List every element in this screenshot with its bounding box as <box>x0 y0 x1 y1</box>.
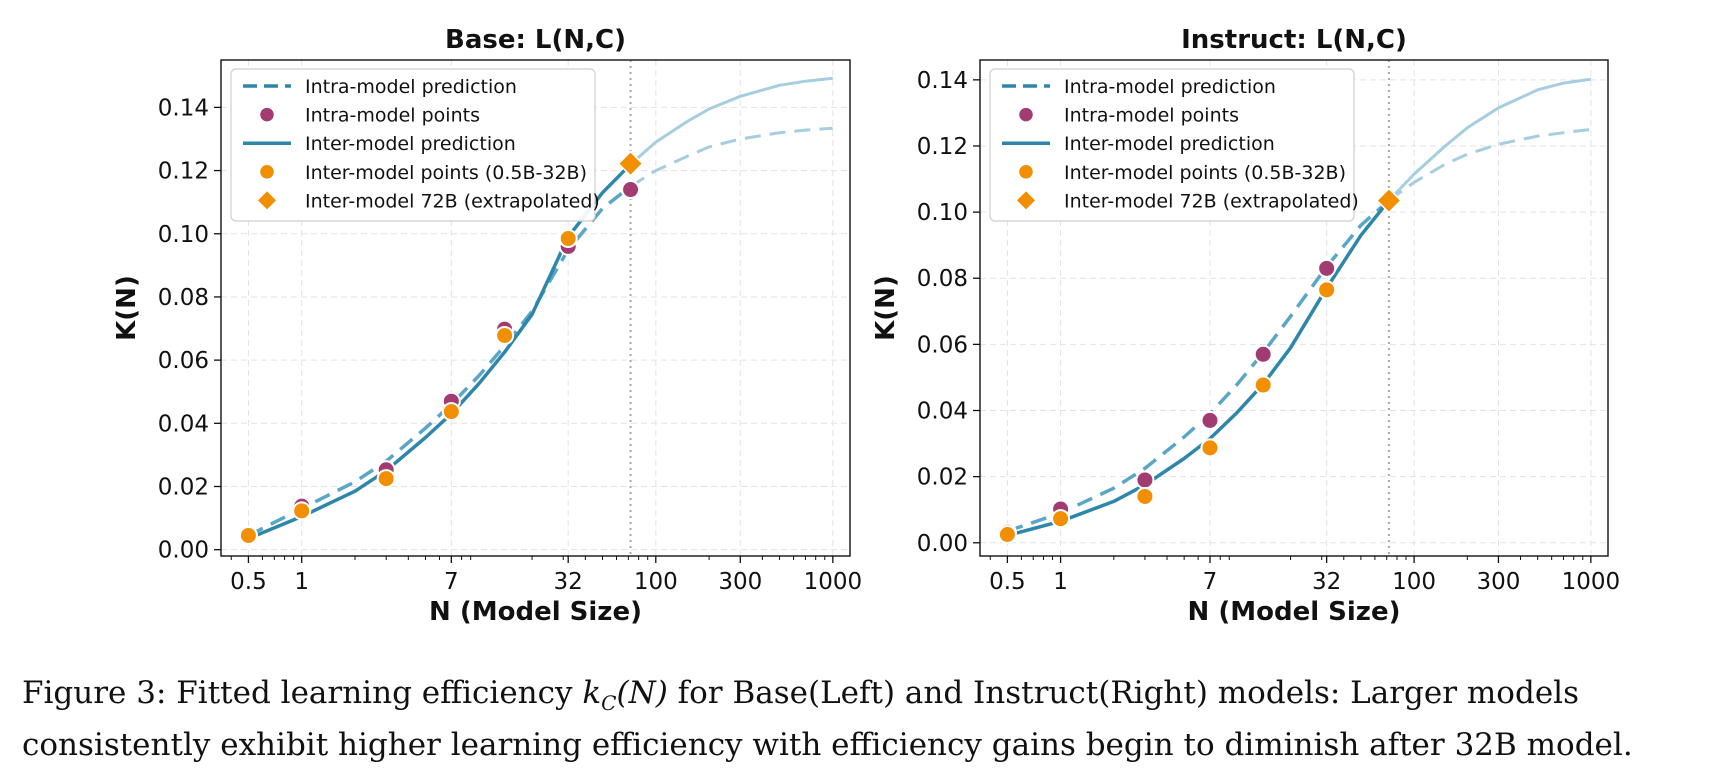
legend-diamond-swatch <box>1017 191 1035 210</box>
y-tick-label: 0.00 <box>917 531 968 557</box>
x-tick-label: 7 <box>1203 569 1218 595</box>
inter-model-points-0-5b-32b-marker <box>376 469 396 489</box>
legend-box <box>989 68 1355 222</box>
legend-box <box>230 68 596 222</box>
y-tick-label: 0.10 <box>917 200 968 226</box>
inter-model-points-0-5b-32b-marker <box>558 228 578 248</box>
y-tick-label: 0.12 <box>158 159 209 185</box>
base-chart-panel: 0.5 1 7 32 100 300 1000 0.00 0.02 0.04 0.06 0.08 0.1… <box>112 25 862 627</box>
inter-model-prediction-extrapolated-line <box>1387 77 1592 202</box>
intra-model-prediction-extrapolated-line <box>1388 127 1592 202</box>
intra-model-prediction-line <box>247 185 632 538</box>
intra-model-points-marker <box>1135 470 1155 490</box>
legend-point-swatch <box>258 106 276 123</box>
x-tick-label: 32 <box>554 569 583 595</box>
caption-prefix: Figure 3: Fitted learning efficiency <box>22 675 583 711</box>
x-tick-label: 32 <box>1312 569 1341 595</box>
inter-model-points-0-5b-32b-marker <box>495 325 515 345</box>
intra-model-points-marker <box>1253 344 1273 364</box>
inter-model-72b-diamond-marker <box>1375 187 1402 214</box>
plot-frame <box>220 59 851 557</box>
x-tick-label: 0.5 <box>989 569 1026 595</box>
x-tick-label: 300 <box>718 569 762 595</box>
inter-model-points-0-5b-32b-marker <box>1253 375 1273 395</box>
x-tick-label: 300 <box>1476 569 1520 595</box>
x-tick-label: 100 <box>634 569 678 595</box>
intra-model-points-marker <box>1200 410 1220 430</box>
legend-label: Intra-model prediction <box>305 76 517 98</box>
y-tick-label: 0.00 <box>158 538 209 564</box>
chart-title: Base: L(N,C) <box>445 25 626 55</box>
y-tick-label: 0.14 <box>158 95 209 121</box>
legend-label: Inter-model prediction <box>305 133 516 155</box>
y-tick-label: 0.10 <box>158 222 209 248</box>
intra-model-prediction-line <box>1006 199 1391 533</box>
y-tick-label: 0.12 <box>917 134 968 160</box>
legend-label: Inter-model 72B (extrapolated) <box>1064 190 1359 212</box>
inter-model-prediction-extrapolated-line <box>629 76 833 166</box>
legend-point-swatch <box>1017 106 1035 123</box>
x-tick-label: 1 <box>1053 569 1068 595</box>
inter-model-points-0-5b-32b-marker <box>238 525 258 545</box>
y-axis-label: K(N) <box>112 275 142 341</box>
inter-model-points-0-5b-32b-marker <box>441 402 461 422</box>
legend-label: Intra-model points <box>1064 105 1239 127</box>
intra-model-points-marker <box>621 180 641 200</box>
inter-model-points-0-5b-32b-marker <box>997 525 1017 545</box>
y-tick-label: 0.02 <box>917 465 968 491</box>
intra-model-prediction-extrapolated-line <box>629 126 833 188</box>
legend-point-swatch <box>1017 163 1035 181</box>
inter-model-prediction-line <box>247 163 632 541</box>
y-tick-label: 0.08 <box>158 285 209 311</box>
caption-rest: for Base(Left) and Instruct(Right) model… <box>22 675 1633 764</box>
inter-model-72b-diamond-marker <box>617 150 644 177</box>
legend-label: Intra-model prediction <box>1064 76 1276 98</box>
x-tick-label: 1000 <box>804 569 863 595</box>
inter-model-points-0-5b-32b-marker <box>1200 438 1220 458</box>
y-tick-label: 0.06 <box>158 348 209 374</box>
caption-math-sub: C <box>601 691 617 716</box>
figure: 0.5 1 7 32 100 300 1000 0.00 0.02 0.04 0.06 0.08 0.1… <box>112 25 1620 627</box>
intra-model-points-marker <box>1317 258 1337 278</box>
x-tick-label: 1000 <box>1562 569 1621 595</box>
inter-model-points-0-5b-32b-marker <box>1317 280 1337 300</box>
caption-math-arg: (N) <box>616 675 668 711</box>
plot-frame <box>979 59 1609 557</box>
x-tick-label: 1 <box>294 569 309 595</box>
caption-math-k: k <box>582 675 602 711</box>
x-tick-label: 7 <box>444 569 459 595</box>
legend-label: Inter-model 72B (extrapolated) <box>305 190 600 212</box>
y-tick-label: 0.14 <box>917 68 968 94</box>
inter-model-prediction-line <box>1006 199 1391 538</box>
instruct-chart-panel: 0.5 1 7 32 100 300 1000 0.00 0.02 0.04 0.06 0.08 0.1… <box>871 25 1620 627</box>
figure-caption: Figure 3: Fitted learning efficiency kC(… <box>22 672 1712 766</box>
legend-label: Inter-model points (0.5B-32B) <box>305 162 587 184</box>
x-axis-label: N (Model Size) <box>1188 597 1401 627</box>
x-tick-label: 0.5 <box>230 569 267 595</box>
y-tick-label: 0.04 <box>917 399 968 425</box>
inter-model-points-0-5b-32b-marker <box>1051 509 1071 529</box>
legend-point-swatch <box>258 163 276 181</box>
y-tick-label: 0.02 <box>158 474 209 500</box>
legend-label: Inter-model prediction <box>1064 133 1275 155</box>
y-tick-label: 0.08 <box>917 266 968 292</box>
x-axis-label: N (Model Size) <box>429 597 642 627</box>
inter-model-points-0-5b-32b-marker <box>292 501 312 521</box>
legend-diamond-swatch <box>258 191 276 210</box>
y-axis-label: K(N) <box>871 275 901 341</box>
inter-model-points-0-5b-32b-marker <box>1135 486 1155 506</box>
legend-label: Inter-model points (0.5B-32B) <box>1064 162 1346 184</box>
x-tick-label: 100 <box>1392 569 1436 595</box>
y-tick-label: 0.04 <box>158 411 209 437</box>
y-tick-label: 0.06 <box>917 332 968 358</box>
chart-title: Instruct: L(N,C) <box>1181 25 1407 55</box>
legend-label: Intra-model points <box>305 105 480 127</box>
